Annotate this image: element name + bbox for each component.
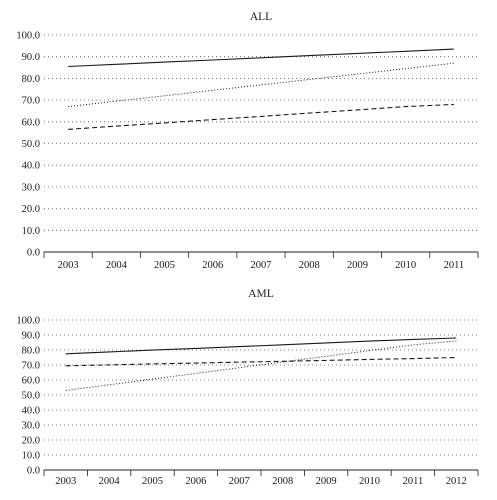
y-tick-label: 100.0 — [16, 31, 40, 42]
x-tick-label: 2006 — [185, 476, 206, 487]
y-tick-label: 80.0 — [22, 346, 40, 357]
y-tick-label: 60.0 — [22, 376, 40, 387]
series-line-solid — [65, 337, 457, 355]
x-tick-label: 2006 — [202, 260, 223, 271]
series-line-solid — [68, 48, 454, 68]
x-tick-label: 2003 — [55, 476, 76, 487]
series-line-dotted — [65, 340, 457, 391]
y-tick-label: 30.0 — [22, 182, 40, 193]
x-tick-label: 2010 — [359, 476, 380, 487]
y-tick-label: 0.0 — [27, 466, 40, 477]
y-tick-label: 0.0 — [27, 248, 40, 259]
y-tick-label: 70.0 — [22, 96, 40, 107]
y-tick-label: 50.0 — [22, 391, 40, 402]
x-tick-label: 2009 — [316, 476, 337, 487]
x-tick-label: 2007 — [251, 260, 272, 271]
x-tick-label: 2004 — [99, 476, 121, 487]
x-tick-label: 2011 — [444, 260, 465, 271]
x-tick-label: 2008 — [272, 476, 293, 487]
y-tick-label: 70.0 — [22, 361, 40, 372]
x-tick-label: 2004 — [106, 260, 128, 271]
x-tick-label: 2007 — [229, 476, 250, 487]
y-tick-label: 20.0 — [22, 204, 40, 215]
y-tick-label: 30.0 — [22, 421, 40, 432]
chart-title: ALL — [250, 11, 272, 23]
y-tick-label: 90.0 — [22, 331, 40, 342]
y-tick-label: 100.0 — [16, 316, 40, 327]
x-tick-label: 2005 — [142, 476, 163, 487]
x-tick-label: 2009 — [347, 260, 368, 271]
chart-panel-all: ALL 0.0 10.0 20.0 30.0 40.0 50.0 60.0 70.0 80.0 90… — [16, 11, 479, 271]
series-line-dashed — [68, 103, 454, 130]
y-tick-label: 40.0 — [22, 406, 40, 417]
x-tick-label: 2003 — [58, 260, 79, 271]
x-tick-label: 2008 — [299, 260, 320, 271]
y-tick-label: 50.0 — [22, 139, 40, 150]
x-tick-label: 2011 — [403, 476, 424, 487]
x-tick-label: 2010 — [395, 260, 416, 271]
y-tick-label: 20.0 — [22, 436, 40, 447]
y-tick-label: 80.0 — [22, 74, 40, 85]
y-tick-label: 10.0 — [22, 451, 40, 462]
series-line-dashed — [65, 356, 457, 367]
y-tick-label: 60.0 — [22, 117, 40, 128]
y-tick-label: 10.0 — [22, 226, 40, 237]
x-tick-label: 2012 — [446, 476, 467, 487]
y-tick-label: 90.0 — [22, 52, 40, 63]
chart-title: AML — [248, 288, 274, 300]
chart-panel-aml: AML 0.0 10.0 20.0 30.0 40.0 50.0 60.0 70.0 80.0 90… — [16, 288, 479, 487]
x-tick-label: 2005 — [154, 260, 175, 271]
y-tick-label: 40.0 — [22, 161, 40, 172]
